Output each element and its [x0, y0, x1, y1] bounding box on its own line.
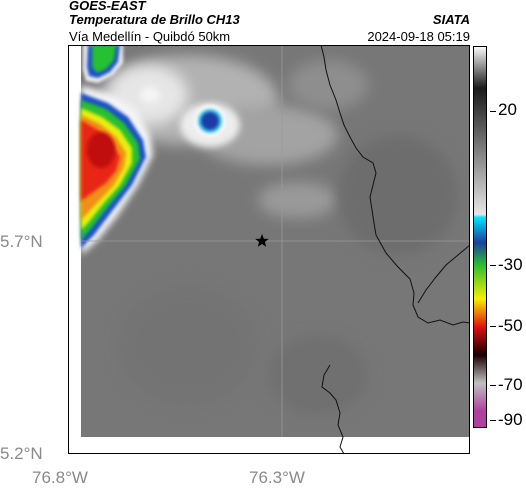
- lat-label-5-2: 5.2°N: [0, 444, 43, 463]
- colorbar-label-minus-30: -30: [498, 255, 523, 274]
- brand-label: SIATA: [432, 12, 470, 27]
- timestamp-label: 2024-09-18 05:19: [367, 29, 470, 44]
- map-border: [68, 45, 470, 454]
- star-marker: [255, 234, 269, 247]
- title-product: Temperatura de Brillo CH13: [69, 12, 240, 27]
- map-panel[interactable]: [68, 45, 470, 454]
- brightness-temperature-field: [81, 45, 470, 454]
- colorbar-label-minus-70: -70: [498, 375, 523, 394]
- lon-label-76-8: 76.8°W: [32, 468, 88, 487]
- colorbar-label-20: 20: [498, 100, 517, 119]
- colorbar-tick: [490, 326, 496, 327]
- title-region: Vía Medellín - Quibdó 50km: [69, 29, 231, 44]
- lon-label-76-3: 76.3°W: [249, 468, 305, 487]
- colorbar: [473, 46, 487, 428]
- colorbar-tick: [490, 420, 496, 421]
- colorbar-tick: [490, 385, 496, 386]
- colorbar-label-minus-50: -50: [498, 316, 523, 335]
- colorbar-tick: [490, 265, 496, 266]
- colorbar-tick: [490, 111, 496, 112]
- colorbar-label-minus-90: -90: [498, 410, 523, 429]
- title-satellite: GOES-EAST: [69, 0, 146, 13]
- lat-label-5-7: 5.7°N: [0, 232, 43, 251]
